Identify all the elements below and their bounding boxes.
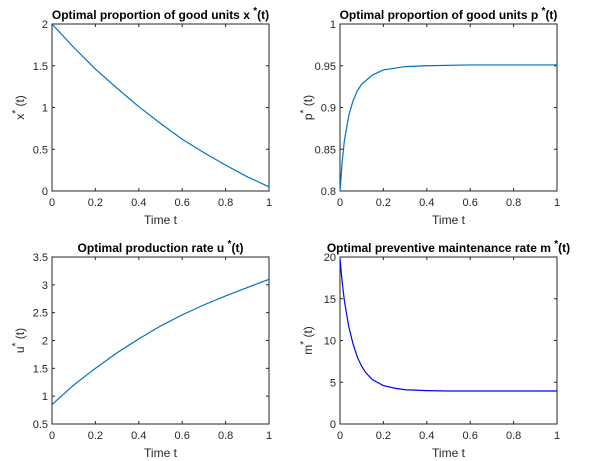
y-tick-label: 5 [330, 377, 336, 389]
y-tick-label: 0.9 [321, 103, 336, 115]
x-tick-label: 0.8 [218, 197, 233, 209]
series-line-1 [339, 64, 557, 192]
x-tick-label: 0.2 [88, 430, 103, 442]
x-tick-label: 0 [49, 430, 55, 442]
x-tick-label: 0.8 [506, 197, 521, 209]
x-tick-label: 0 [49, 197, 55, 209]
plot-title: Optimal proportion of good units x *(t) [52, 6, 269, 22]
x-tick-label: 1 [554, 197, 560, 209]
x-tick-label: 1 [266, 197, 272, 209]
y-tick-label: 15 [324, 294, 336, 306]
y-tick-label: 0.85 [315, 144, 336, 156]
x-tick-label: 0.6 [463, 430, 478, 442]
plot-area [339, 256, 558, 425]
x-axis-label: Time t [432, 213, 466, 227]
y-axis-label: m* (t) [299, 326, 315, 355]
y-tick-label: 2 [42, 19, 48, 31]
y-tick-label: 0.95 [315, 61, 336, 73]
y-axis-label: p* (t) [299, 95, 315, 120]
y-tick-label: 2.5 [33, 308, 48, 320]
x-tick-label: 0.4 [419, 197, 434, 209]
y-tick-label: 0 [42, 186, 48, 198]
y-tick-label: 10 [324, 336, 336, 348]
x-tick-label: 0.8 [506, 430, 521, 442]
y-tick-label: 1 [330, 19, 336, 31]
series-line-1 [51, 278, 270, 405]
x-tick-label: 0.6 [175, 430, 190, 442]
x-tick-label: 0.8 [218, 430, 233, 442]
y-tick-label: 1.5 [33, 363, 48, 375]
x-tick-label: 0.4 [131, 430, 146, 442]
x-tick-label: 0.6 [463, 197, 478, 209]
y-tick-label: 0.5 [33, 144, 48, 156]
series-line-1 [51, 23, 270, 188]
y-tick-label: 1 [42, 391, 48, 403]
plot-area [339, 23, 558, 192]
y-tick-label: 3.5 [33, 252, 48, 264]
y-tick-label: 2 [42, 336, 48, 348]
x-tick-label: 0.2 [376, 430, 391, 442]
y-tick-label: 3 [42, 280, 48, 292]
y-axis-label: x* (t) [11, 95, 27, 120]
y-tick-label: 1.5 [33, 61, 48, 73]
x-tick-label: 0.6 [175, 197, 190, 209]
x-tick-label: 0.4 [419, 430, 434, 442]
y-tick-label: 1 [42, 103, 48, 115]
plot-title: Optimal preventive maintenance rate m *(… [327, 239, 570, 255]
y-tick-label: 0.5 [33, 419, 48, 431]
plot-title: Optimal production rate u *(t) [78, 239, 244, 255]
plot-area [51, 256, 270, 425]
subplot-2: 0 0.2 0.4 0.6 0.8 1 0.8 0.85 0.9 0.95 1 Optimal pro… [299, 6, 560, 227]
x-tick-label: 1 [554, 430, 560, 442]
plot-title: Optimal proportion of good units p *(t) [340, 6, 558, 22]
subplot-1: 0 0.2 0.4 0.6 0.8 1 0 0.5 1 1.5 2 Optimal proportio… [11, 6, 272, 227]
y-tick-label: 20 [324, 252, 336, 264]
x-tick-label: 0.2 [88, 197, 103, 209]
x-tick-label: 1 [266, 430, 272, 442]
x-axis-label: Time t [432, 446, 466, 460]
y-axis-label: u* (t) [11, 328, 27, 353]
x-axis-label: Time t [144, 446, 178, 460]
y-tick-label: 0.8 [321, 186, 336, 198]
x-tick-label: 0.4 [131, 197, 146, 209]
x-axis-label: Time t [144, 213, 178, 227]
y-tick-label: 0 [330, 419, 336, 431]
x-tick-label: 0 [337, 430, 343, 442]
plot-area [51, 23, 270, 192]
subplot-3: 0 0.2 0.4 0.6 0.8 1 0.5 1 1.5 2 2.5 3 3.5 Optimal pro… [11, 239, 272, 460]
x-tick-label: 0 [337, 197, 343, 209]
series-line-1 [339, 258, 557, 392]
x-tick-label: 0.2 [376, 197, 391, 209]
